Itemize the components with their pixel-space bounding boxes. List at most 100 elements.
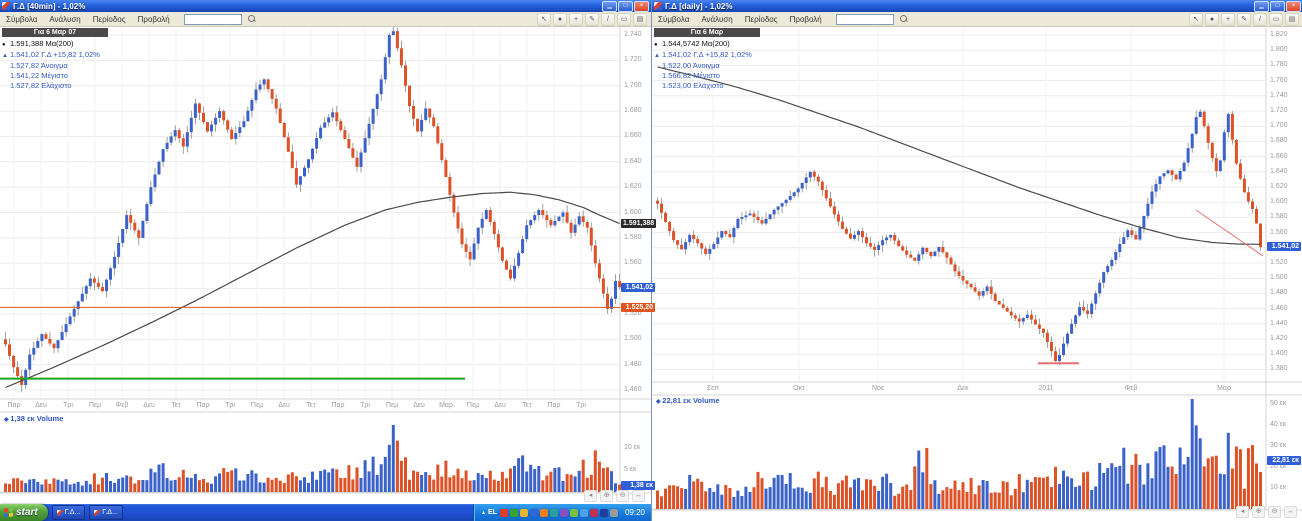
price-tick: 1.520: [1270, 259, 1288, 266]
tray-app-12-icon[interactable]: [609, 508, 618, 517]
crosshair-icon[interactable]: +: [569, 12, 583, 26]
tray-app-10-icon[interactable]: [589, 508, 598, 517]
zoom-out-icon[interactable]: ⊖: [1268, 506, 1281, 518]
zoom-in-icon[interactable]: ⊕: [1252, 506, 1265, 518]
titlebar[interactable]: Γ.Δ [40min] - 1,02% ▁ □ ×: [0, 0, 651, 12]
price-badge: 1.541,02: [1267, 242, 1301, 251]
volume-tick: 40 εκ: [1270, 421, 1287, 428]
tray-app-6-icon[interactable]: [549, 508, 558, 517]
x-axis-tick: Τρι: [63, 402, 73, 409]
x-axis-tick: Πεμ: [385, 402, 399, 409]
tray-app-8-icon[interactable]: [569, 508, 578, 517]
price-tick: 1.640: [624, 157, 642, 165]
expand-icon[interactable]: ↔: [632, 490, 645, 502]
titlebar[interactable]: Γ.Δ [daily] - 1,02% ▁ □ ×: [652, 0, 1302, 12]
menu-period[interactable]: Περίοδος: [92, 14, 126, 24]
close-button[interactable]: ×: [1286, 0, 1301, 12]
tray-app-4-icon[interactable]: [529, 508, 538, 517]
trendline-icon[interactable]: /: [601, 12, 615, 26]
legend-text: 1.541,22 Μέγιστο: [10, 71, 68, 80]
taskbar-app-button-1[interactable]: Γ.Δ...: [51, 505, 86, 520]
menu-analysis[interactable]: Ανάλυση: [49, 14, 81, 24]
tray-app-7-icon[interactable]: [559, 508, 568, 517]
dot-icon[interactable]: ●: [553, 12, 567, 26]
tray-app-5-icon[interactable]: [539, 508, 548, 517]
taskbar-app-button-2[interactable]: Γ.Δ...: [89, 505, 123, 520]
taskbar-clock[interactable]: 09:20: [624, 508, 645, 517]
language-indicator[interactable]: EL: [488, 509, 497, 516]
chart-toolbar: ↖ ● + ✎ / ▭ ▤: [537, 12, 651, 26]
zoom-out-icon[interactable]: ⊖: [616, 490, 629, 502]
gridlines: [0, 26, 651, 494]
volume-tick: 10 εκ: [624, 444, 641, 451]
legend-text: 1.527,82 Ελάχιστο: [10, 81, 72, 90]
x-axis-tick: Δεκ: [957, 385, 969, 392]
price-tick: 1.660: [1270, 152, 1288, 160]
save-icon[interactable]: ▤: [633, 12, 647, 26]
price-tick: 1.600: [624, 208, 642, 216]
menu-symbols[interactable]: Σύμβολα: [6, 14, 38, 24]
chart-window-40min: Γ.Δ [40min] - 1,02% ▁ □ × Σύμβολα Ανάλυσ…: [0, 0, 657, 504]
chart-window-daily: Γ.Δ [daily] - 1,02% ▁ □ × Σύμβολα Ανάλυσ…: [651, 0, 1302, 521]
volume-label-text: 22,81 εκ Volume: [662, 396, 720, 405]
x-axis-tick: Παρ: [196, 402, 210, 409]
volume-label-text: 1,38 εκ Volume: [10, 414, 64, 423]
tray-app-9-icon[interactable]: [579, 508, 588, 517]
legend-row: 1.522,00 Άνοιγμα: [654, 61, 760, 71]
expand-icon[interactable]: ↔: [1284, 506, 1297, 518]
zoom-in-icon[interactable]: ⊕: [600, 490, 613, 502]
tray-app-11-icon[interactable]: [599, 508, 608, 517]
menu-view[interactable]: Προβολή: [789, 14, 822, 24]
menu-analysis[interactable]: Ανάλυση: [701, 14, 733, 24]
x-axis-tick: Φεβ: [115, 402, 129, 409]
crosshair-icon[interactable]: +: [1221, 12, 1235, 26]
maximize-button[interactable]: □: [1270, 0, 1285, 12]
menu-view[interactable]: Προβολή: [137, 14, 170, 24]
legend-row: 1.523,00 Ελάχιστο: [654, 81, 760, 91]
minimize-button[interactable]: ▁: [1254, 0, 1269, 12]
price-tick: 1.720: [624, 56, 642, 64]
x-axis-tick: Τρι: [576, 402, 586, 409]
x-axis-tick: Πεμ: [250, 402, 264, 409]
frame-icon[interactable]: ▭: [617, 12, 631, 26]
volume-label: ◆ 22,81 εκ Volume: [656, 396, 720, 405]
window-controls: ▁ □ ×: [1254, 0, 1301, 12]
volume-tick: 20 εκ: [1270, 463, 1287, 470]
symbol-input[interactable]: [183, 13, 242, 25]
legend-row: 1.566,82 Μέγιστο: [654, 71, 760, 81]
trendline-icon[interactable]: /: [1253, 12, 1267, 26]
pencil-icon[interactable]: ✎: [585, 12, 599, 26]
x-axis-tick: Πεμ: [466, 402, 480, 409]
search-icon[interactable]: [899, 15, 908, 23]
x-axis-tick: Οκτ: [793, 385, 805, 392]
menu-symbols[interactable]: Σύμβολα: [658, 14, 690, 24]
x-axis-tick: Μαρ: [439, 402, 453, 409]
tray-chevron-icon[interactable]: ▴: [482, 510, 486, 516]
volume-marker-icon: ◆: [656, 399, 663, 405]
symbol-input[interactable]: [835, 13, 894, 25]
scroll-left-icon[interactable]: ◂: [584, 490, 597, 502]
price-tick: 1.400: [1270, 350, 1288, 358]
menu-period[interactable]: Περίοδος: [744, 14, 778, 24]
chart-canvas[interactable]: [0, 0, 651, 504]
chart-canvas[interactable]: [652, 0, 1302, 521]
price-tick: 1.440: [1270, 319, 1288, 327]
tray-app-2-icon[interactable]: [509, 508, 518, 517]
pencil-icon[interactable]: ✎: [1237, 12, 1251, 26]
save-icon[interactable]: ▤: [1285, 12, 1299, 26]
dot-icon[interactable]: ●: [1205, 12, 1219, 26]
tray-app-3-icon[interactable]: [519, 508, 528, 517]
maximize-button[interactable]: □: [618, 0, 633, 12]
start-button[interactable]: start: [0, 504, 48, 521]
scroll-left-icon[interactable]: ◂: [1236, 506, 1249, 518]
tray-app-1-icon[interactable]: [499, 508, 508, 517]
x-axis-tick: Δευ: [413, 402, 425, 409]
close-button[interactable]: ×: [634, 0, 649, 12]
pointer-icon[interactable]: ↖: [537, 12, 551, 26]
frame-icon[interactable]: ▭: [1269, 12, 1283, 26]
legend-row: 1.541,22 Μέγιστο: [2, 71, 108, 81]
pointer-icon[interactable]: ↖: [1189, 12, 1203, 26]
search-icon[interactable]: [247, 15, 256, 23]
minimize-button[interactable]: ▁: [602, 0, 617, 12]
chart-legend: Για 6 Μαρ 07 ● 1.591,388 Μα(200) ▲ 1.541,02…: [2, 28, 108, 91]
